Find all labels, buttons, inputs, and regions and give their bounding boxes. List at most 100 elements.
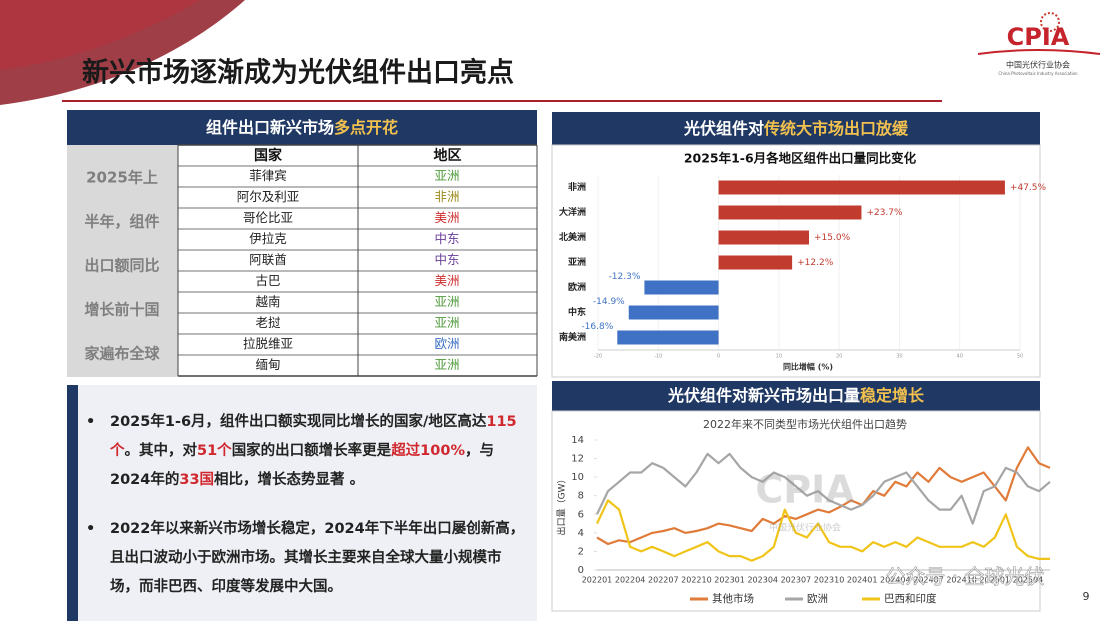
region: 欧洲: [434, 336, 459, 351]
side-label: 出口额同比: [84, 257, 159, 275]
highlight-text: 33国: [179, 472, 215, 488]
y-tick-label: 0: [578, 565, 584, 576]
logo-english: China Photovoltaic Industry Association: [998, 71, 1078, 76]
logo-swoosh: [977, 49, 1101, 55]
side-label: 增长前十国: [84, 301, 159, 319]
title-highlight: 传统大市场出口放缓: [763, 119, 909, 138]
category-label: 北美洲: [559, 231, 586, 243]
x-tick-label: -20: [594, 354, 602, 360]
region: 亚洲: [434, 168, 459, 183]
x-axis-label: 同比增幅 (%): [783, 362, 833, 372]
line-chart: 光伏组件对新兴市场出口量稳定增长 2022年来不同类型市场光伏组件出口趋势 0 2 4 6…: [556, 386, 1051, 605]
bar: [718, 205, 862, 220]
bar: [718, 230, 809, 245]
y-tick-label: 8: [578, 491, 584, 502]
title-part: 光伏组件对新兴市场出口量: [667, 386, 860, 405]
region: 亚洲: [434, 357, 459, 372]
y-tick-label: 6: [578, 509, 584, 520]
text: 。其中，对: [124, 443, 198, 459]
bullet-bar: [67, 385, 78, 621]
bullet-text: 2022年以来新兴市场增长稳定，2024年下半年出口屡创新高，且出口波动小于欧洲…: [110, 515, 528, 602]
page-number: 9: [1083, 590, 1090, 603]
x-tick-label: 202301: [714, 576, 745, 585]
table-panel-title: 组件出口新兴市场多点开花: [206, 118, 398, 137]
country: 越南: [255, 294, 280, 309]
value-label: +12.2%: [797, 258, 834, 268]
panel-header-bg: [552, 112, 1040, 145]
chart-title: 2022年来不同类型市场光伏组件出口趋势: [703, 417, 907, 431]
x-tick-label: 30: [896, 354, 902, 360]
title-part: 组件出口新兴市场: [206, 118, 334, 137]
country: 阿联酋: [249, 252, 287, 267]
x-tick-label: 10: [776, 354, 782, 360]
bullet-text: 2025年1-6月，组件出口额实现同比增长的国家/地区高达115个。其中，对51…: [110, 408, 528, 495]
category-label: 中东: [568, 306, 586, 318]
x-tick-label: 202401: [847, 576, 878, 585]
x-tick-label: 202407: [913, 576, 944, 585]
x-tick-label: 202310: [814, 576, 845, 585]
y-tick-label: 12: [571, 454, 584, 465]
bar: [617, 330, 719, 345]
category-label: 大洋洲: [559, 206, 586, 218]
chart-title: 2025年1-6月各地区组件出口量同比变化: [684, 151, 917, 166]
x-tick-label: 202410: [946, 576, 977, 585]
value-label: -14.9%: [593, 297, 625, 307]
x-tick-label: -10: [654, 354, 662, 360]
column-header: 国家: [254, 147, 283, 164]
country: 阿尔及利亚: [237, 189, 300, 204]
text: 2022年以来新兴市场增长稳定，2024年下半年出口屡创新高，且出口波动小于欧洲…: [110, 521, 525, 595]
x-tick-label: 202307: [781, 576, 812, 585]
bullet: 2022年以来新兴市场增长稳定，2024年下半年出口屡创新高，且出口波动小于欧洲…: [86, 515, 528, 602]
value-label: +15.0%: [814, 233, 851, 243]
x-tick-label: 0: [717, 354, 720, 360]
y-tick-label: 2: [578, 546, 584, 557]
x-tick-label: 202304: [747, 576, 778, 585]
y-axis-label: 出口量（GW）: [556, 475, 568, 536]
country: 菲律宾: [249, 168, 287, 183]
highlight-text: 超过100%: [391, 443, 465, 459]
region: 中东: [434, 231, 459, 246]
title-part: 光伏组件对: [683, 119, 764, 138]
value-label: +47.5%: [1010, 183, 1047, 193]
title-highlight: 多点开花: [334, 118, 398, 137]
value-label: -16.8%: [581, 322, 613, 332]
x-tick-label: 202504: [1013, 576, 1044, 585]
side-label: 家遍布全球: [84, 345, 160, 363]
series-line: [596, 499, 1050, 562]
category-label: 欧洲: [568, 281, 586, 293]
panel-title: 光伏组件对新兴市场出口量稳定增长: [667, 386, 925, 405]
country: 古巴: [255, 273, 280, 288]
x-tick-label: 202501: [979, 576, 1010, 585]
x-tick-label: 20: [836, 354, 842, 360]
panel-header-bg: [552, 381, 1040, 411]
series-line: [596, 452, 1051, 525]
text: ，与2024年的: [110, 443, 494, 488]
logo-mark: CPIA: [1007, 23, 1070, 51]
watermark-account: 公众号 · 全球光伏: [885, 565, 1044, 589]
x-tick-label: 202210: [681, 576, 712, 585]
bullet: 2025年1-6月，组件出口额实现同比增长的国家/地区高达115个。其中，对51…: [86, 408, 528, 495]
bar-chart: 光伏组件对传统大市场出口放缓 2025年1-6月各地区组件出口量同比变化 -20 -1…: [559, 119, 1047, 372]
x-tick-label: 202404: [880, 576, 911, 585]
x-tick-label: 40: [957, 354, 963, 360]
side-bg: [67, 145, 178, 377]
highlight-text: 115个: [110, 414, 517, 459]
category-label: 非洲: [568, 181, 586, 193]
region: 非洲: [434, 189, 459, 204]
legend-label: 欧洲: [807, 593, 828, 605]
country: 拉脱维亚: [243, 336, 293, 351]
series-line: [596, 446, 1051, 546]
x-tick-label: 202204: [615, 576, 646, 585]
y-tick-label: 14: [571, 435, 584, 446]
country: 哥伦比亚: [243, 210, 293, 225]
side-label: 2025年上: [86, 169, 158, 187]
watermark-name: 中国光伏行业协会: [769, 522, 841, 534]
text: 2025年1-6月，组件出口额实现同比增长的国家/地区高达: [110, 414, 487, 430]
x-tick-label: 50: [1017, 354, 1023, 360]
country: 缅甸: [255, 357, 280, 372]
side-label: 半年，组件: [84, 213, 159, 231]
bar: [628, 305, 719, 320]
category-label: 亚洲: [568, 257, 586, 268]
country: 伊拉克: [249, 231, 287, 246]
